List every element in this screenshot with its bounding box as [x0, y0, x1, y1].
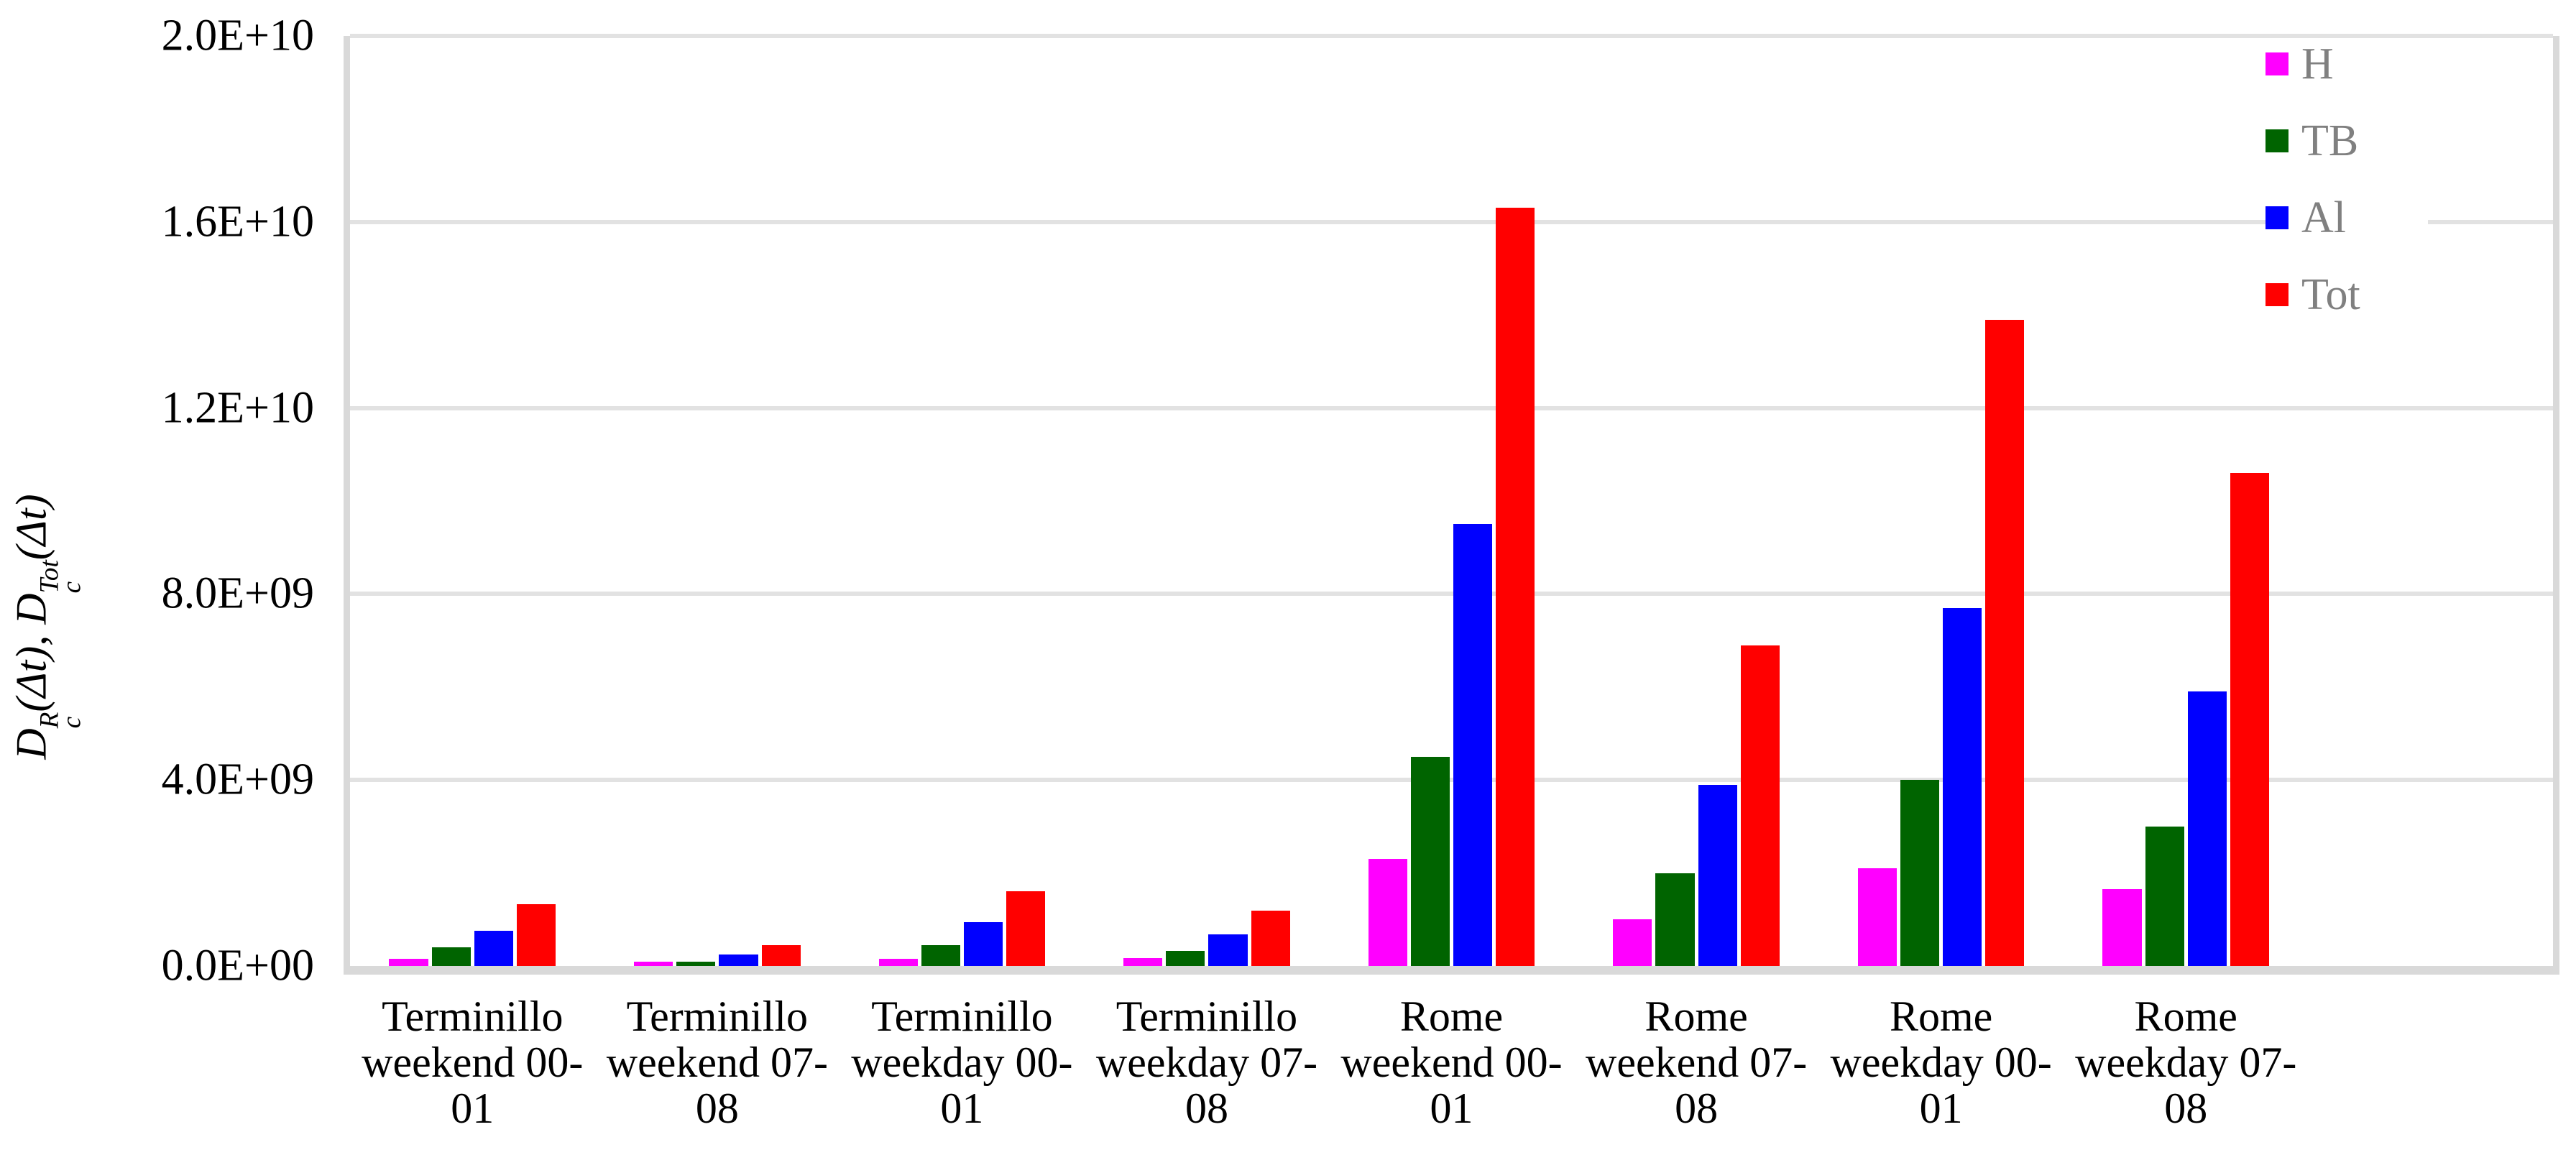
bar-group [634, 36, 801, 966]
bar-group [1613, 36, 1780, 966]
bar-H [1613, 919, 1652, 966]
bar-Tot [1496, 208, 1535, 966]
bar-H [878, 958, 918, 966]
bar-H [389, 959, 428, 966]
bar-TB [921, 944, 960, 966]
gridline [350, 219, 2553, 224]
legend-label: H [2301, 40, 2334, 88]
bar-Al [2187, 691, 2227, 966]
category-slot [2064, 36, 2309, 966]
category-slot [1329, 36, 1574, 966]
plot-area [344, 34, 2559, 975]
category-slot [1574, 36, 1819, 966]
bar-group [1123, 36, 1290, 966]
y-axis-tick-label: 4.0E+09 [161, 755, 314, 804]
bar-Tot [516, 903, 556, 966]
y-title-text: (Δt) [7, 494, 55, 561]
bar-Al [1453, 524, 1493, 966]
bar-H [1123, 958, 1163, 966]
bar-Tot [1006, 891, 1046, 966]
legend-entry-Al: Al [2266, 196, 2428, 240]
x-axis-category-label: Terminillo weekend 00- 01 [362, 993, 584, 1132]
y-axis-tick-label: 8.0E+09 [161, 569, 314, 618]
gridline [350, 592, 2553, 597]
category-slot [1085, 36, 1330, 966]
legend-swatch-icon [2266, 52, 2288, 75]
y-title-subscript: c [57, 716, 87, 729]
bar-Al [719, 954, 758, 966]
x-axis-line [344, 966, 2559, 975]
x-axis-empty-label [2309, 993, 2554, 1131]
x-axis-category-label: Terminillo weekday 00- 01 [851, 993, 1073, 1132]
y-title-symbol: D [7, 593, 55, 625]
bar-Al [1698, 784, 1737, 966]
bar-TB [1410, 756, 1450, 966]
category-slot [350, 36, 595, 966]
x-axis-category-label: Terminillo weekday 07- 08 [1095, 993, 1318, 1132]
legend-entry-TB: TB [2266, 119, 2428, 163]
gridline [350, 778, 2553, 783]
bar-group [2102, 36, 2270, 966]
category-slot [840, 36, 1085, 966]
legend-label: Tot [2301, 270, 2360, 319]
y-title-subscript: c [57, 581, 87, 594]
legend-entry-H: H [2266, 42, 2428, 86]
bar-group [878, 36, 1046, 966]
bar-group [1368, 36, 1535, 966]
category-slot [595, 36, 840, 966]
bar-TB [2145, 826, 2184, 966]
bar-H [1857, 868, 1898, 966]
legend-label: TB [2301, 116, 2359, 165]
legend: H TB Al Tot [2266, 42, 2428, 324]
bar-H [1368, 859, 1407, 966]
bar-TB [676, 961, 716, 966]
category-slot [1818, 36, 2064, 966]
legend-entry-Tot: Tot [2266, 272, 2428, 317]
y-axis-line [344, 36, 350, 966]
bars-row [350, 36, 2553, 966]
x-axis-category-label: Rome weekend 00- 01 [1340, 993, 1563, 1132]
x-axis-category-label: Rome weekday 07- 08 [2075, 993, 2297, 1132]
bar-Al [474, 931, 513, 966]
gridline [350, 34, 2553, 38]
x-axis-category-label: Rome weekend 07- 08 [1585, 993, 1808, 1132]
bar-Al [963, 921, 1003, 966]
bar-group [1857, 36, 2025, 966]
bar-Al [1943, 607, 1982, 966]
y-axis-tick-label: 2.0E+10 [161, 11, 314, 60]
bar-Al [1208, 934, 1248, 966]
bar-TB [1166, 950, 1205, 966]
y-title-symbol: D [7, 728, 55, 760]
legend-swatch-icon [2266, 206, 2288, 229]
bar-Tot [761, 944, 801, 966]
legend-label: Al [2301, 193, 2346, 242]
y-title-text: (Δt), [7, 624, 55, 712]
legend-swatch-icon [2266, 283, 2288, 306]
bar-TB [431, 947, 471, 966]
y-axis-tick-label: 0.0E+00 [161, 941, 314, 990]
bar-Tot [1740, 645, 1780, 966]
y-title-supsub: Tot c [34, 560, 87, 594]
x-axis-category-labels: Terminillo weekend 00- 01 Terminillo week… [350, 993, 2553, 1131]
plot-right-border [2553, 36, 2559, 966]
bar-H [634, 962, 673, 966]
bar-Tot [2230, 473, 2270, 966]
x-axis-category-label: Rome weekday 00- 01 [1830, 993, 2052, 1132]
bar-TB [1900, 780, 1940, 966]
y-axis-tick-label: 1.6E+10 [161, 197, 314, 247]
bar-group [389, 36, 556, 966]
bar-Tot [1251, 911, 1290, 966]
x-axis-category-label: Terminillo weekend 07- 08 [606, 993, 828, 1132]
legend-swatch-icon [2266, 129, 2288, 152]
bar-Tot [1985, 319, 2025, 966]
gridline [350, 405, 2553, 410]
y-axis-tick-label: 1.2E+10 [161, 383, 314, 433]
bar-H [2102, 889, 2142, 966]
bar-TB [1655, 873, 1695, 966]
